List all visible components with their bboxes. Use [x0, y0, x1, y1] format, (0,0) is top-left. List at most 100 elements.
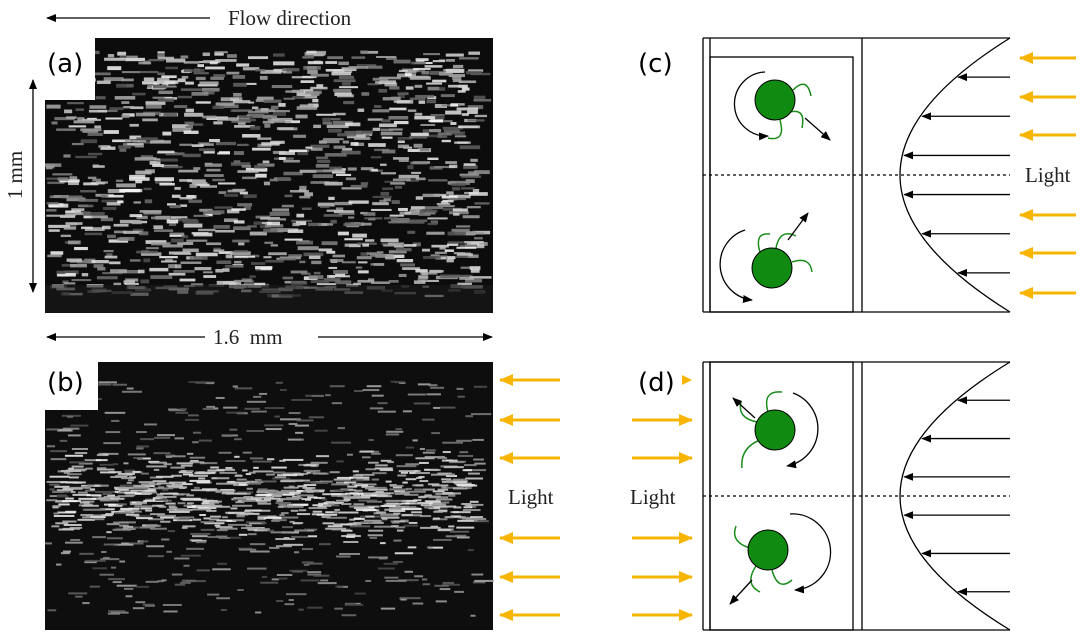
streak — [437, 136, 447, 138]
streak — [448, 525, 454, 527]
streak — [291, 510, 299, 512]
streak — [117, 238, 129, 241]
streak — [45, 542, 52, 544]
streak — [304, 470, 321, 472]
streak — [337, 495, 351, 497]
streak — [456, 247, 476, 249]
streak — [418, 275, 428, 279]
streak — [378, 567, 395, 569]
streak — [313, 575, 329, 577]
streak — [450, 531, 469, 533]
streak — [184, 224, 203, 228]
panel-label: (a) — [47, 49, 83, 79]
streak — [149, 482, 155, 484]
streak — [230, 537, 241, 539]
streak — [317, 514, 337, 516]
streak — [386, 431, 403, 433]
streak — [317, 283, 336, 285]
streak — [196, 77, 206, 80]
streak — [154, 437, 170, 439]
streak — [333, 512, 338, 514]
streak — [276, 600, 283, 602]
streak — [458, 485, 478, 487]
streak — [343, 101, 354, 104]
streak — [404, 244, 417, 247]
streak — [341, 503, 351, 505]
height-scale: 1 mm — [3, 151, 27, 199]
streak — [330, 385, 345, 387]
streak — [464, 163, 476, 165]
streak — [433, 511, 443, 513]
streak — [130, 490, 148, 492]
streak — [118, 473, 135, 475]
streak — [110, 476, 122, 478]
streak — [169, 511, 190, 513]
streak — [402, 514, 413, 516]
streak — [307, 55, 314, 58]
streak — [219, 151, 230, 153]
streak — [295, 432, 303, 434]
streak — [127, 143, 143, 145]
streak — [353, 503, 364, 505]
streak — [237, 479, 247, 481]
streak — [204, 174, 223, 177]
streak — [186, 494, 194, 496]
streak — [423, 583, 431, 585]
streak — [252, 148, 271, 151]
streak — [168, 408, 177, 410]
streak — [57, 495, 69, 497]
streak — [429, 384, 438, 386]
streak — [76, 108, 85, 111]
streak — [427, 217, 447, 219]
streak — [373, 78, 389, 81]
streak — [71, 279, 91, 281]
streak — [384, 198, 391, 201]
streak — [196, 505, 211, 507]
streak — [180, 408, 187, 410]
streak — [381, 129, 393, 132]
streak — [264, 424, 283, 426]
streak — [70, 487, 90, 489]
streak — [356, 267, 362, 269]
streak — [110, 269, 127, 273]
streak — [125, 58, 145, 61]
streak — [134, 505, 153, 507]
streak — [335, 489, 348, 491]
streak — [155, 177, 174, 181]
streak — [266, 428, 282, 430]
streak — [125, 139, 138, 142]
streak — [272, 519, 286, 521]
streak — [332, 402, 342, 404]
streak — [155, 499, 167, 501]
streak — [169, 505, 176, 507]
streak — [373, 520, 382, 522]
streak — [122, 391, 142, 393]
streak — [123, 462, 128, 464]
streak — [233, 83, 247, 87]
streak — [368, 530, 383, 532]
streak — [145, 510, 152, 512]
streak — [216, 102, 235, 105]
streak — [169, 273, 186, 276]
streak — [414, 116, 435, 120]
streak — [213, 249, 224, 252]
streak — [184, 131, 199, 134]
streak — [360, 451, 374, 453]
streak — [166, 485, 183, 487]
streak — [289, 492, 301, 494]
streak — [185, 122, 194, 124]
streak — [50, 495, 57, 497]
streak — [346, 536, 355, 538]
streak — [170, 467, 184, 469]
streak — [309, 275, 324, 279]
streak — [215, 59, 236, 62]
streak — [140, 540, 149, 542]
streak — [117, 52, 126, 56]
streak — [451, 183, 465, 186]
streak — [69, 125, 86, 127]
streak — [247, 568, 266, 570]
streak — [90, 586, 100, 588]
streak — [181, 465, 193, 467]
streak — [84, 504, 93, 506]
streak — [127, 482, 132, 484]
